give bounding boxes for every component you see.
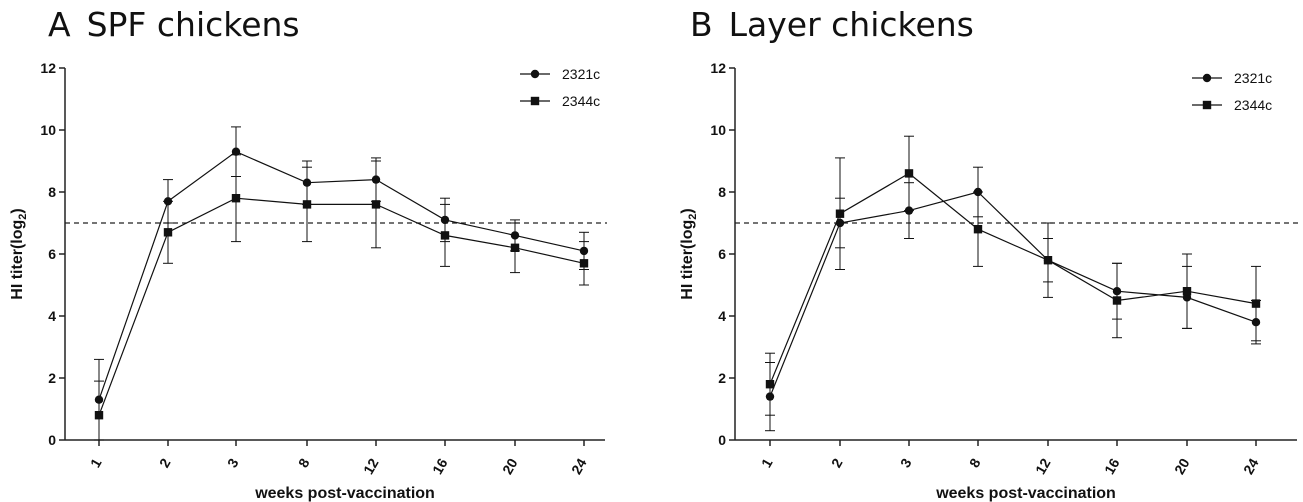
y-axis-label-close: ) — [9, 208, 26, 213]
panel-title: A SPF chickens — [48, 5, 300, 44]
y-axis-label-main: HI titer(log — [679, 220, 696, 300]
y-axis-label-main: HI titer(log — [9, 220, 26, 300]
x-tick-label: 24 — [568, 455, 590, 477]
y-tick-label: 0 — [48, 432, 56, 448]
y-tick-label: 6 — [718, 246, 726, 262]
x-tick-label: 8 — [295, 455, 313, 470]
data-point-square — [904, 169, 914, 178]
x-tick-label: 16 — [1101, 455, 1123, 477]
data-point-square — [231, 194, 241, 203]
series-line-2344c — [98, 197, 585, 416]
data-point-circle — [231, 147, 241, 156]
y-axis-label: HI titer(log2) — [9, 208, 29, 299]
data-point-square — [371, 200, 381, 209]
x-axis-label: weeks post-vaccination — [935, 485, 1116, 502]
data-point-square — [302, 200, 312, 209]
y-tick-label: 4 — [718, 308, 726, 324]
data-point-square — [765, 380, 775, 389]
data-point-square — [1251, 299, 1261, 308]
x-tick-label: 24 — [1240, 455, 1262, 477]
panel-letter: A — [48, 5, 71, 44]
x-tick-label: 8 — [966, 455, 984, 470]
data-point-square — [1112, 296, 1122, 305]
x-tick-label: 16 — [429, 455, 451, 477]
data-point-square — [973, 225, 983, 234]
x-tick-label: 20 — [1171, 455, 1193, 477]
y-tick-label: 8 — [48, 184, 56, 200]
y-tick-label: 0 — [718, 432, 726, 448]
x-tick-label: 3 — [897, 455, 915, 470]
data-point-square — [163, 228, 173, 237]
legend-label: 2344c — [1234, 97, 1272, 113]
x-tick-label: 12 — [1032, 455, 1054, 477]
x-tick-label: 1 — [758, 455, 776, 470]
y-tick-label: 10 — [710, 122, 726, 138]
y-axis-label-subscript: 2 — [687, 214, 699, 220]
series-line-2321c — [98, 151, 585, 400]
x-tick-label: 12 — [360, 455, 382, 477]
x-tick-label: 2 — [156, 455, 174, 470]
y-tick-label: 12 — [710, 60, 726, 76]
series-line-2321c — [769, 191, 1257, 397]
panel-title-text: SPF chickens — [87, 5, 300, 44]
data-point-square — [1043, 256, 1053, 265]
legend-marker-circle — [530, 69, 540, 79]
data-point-square — [835, 209, 845, 218]
y-tick-label: 2 — [48, 370, 56, 386]
data-point-square — [94, 411, 104, 420]
legend-label: 2344c — [562, 93, 600, 109]
legend-marker-square — [530, 96, 540, 106]
legend-marker-square — [1202, 100, 1212, 110]
y-axis-label-close: ) — [679, 208, 696, 213]
data-point-square — [1182, 287, 1192, 296]
panel-title: B Layer chickens — [690, 5, 974, 44]
legend-label: 2321c — [1234, 70, 1272, 86]
y-tick-label: 10 — [40, 122, 56, 138]
x-tick-label: 2 — [828, 455, 846, 470]
y-tick-label: 8 — [718, 184, 726, 200]
legend-marker-circle — [1202, 73, 1212, 83]
series-line-2344c — [769, 172, 1257, 385]
y-axis-label: HI titer(log2) — [679, 208, 699, 299]
x-tick-label: 1 — [87, 455, 105, 470]
panel-letter: B — [690, 5, 713, 44]
y-tick-label: 12 — [40, 60, 56, 76]
y-tick-label: 6 — [48, 246, 56, 262]
x-axis-label: weeks post-vaccination — [254, 485, 435, 502]
panel-title-text: Layer chickens — [729, 5, 974, 44]
data-point-square — [510, 243, 520, 252]
data-point-square — [440, 231, 450, 240]
legend-label: 2321c — [562, 66, 600, 82]
y-tick-label: 2 — [718, 370, 726, 386]
x-tick-label: 3 — [224, 455, 242, 470]
y-tick-label: 4 — [48, 308, 56, 324]
x-tick-label: 20 — [499, 455, 521, 477]
y-axis-label-subscript: 2 — [17, 214, 29, 220]
data-point-square — [579, 259, 589, 268]
